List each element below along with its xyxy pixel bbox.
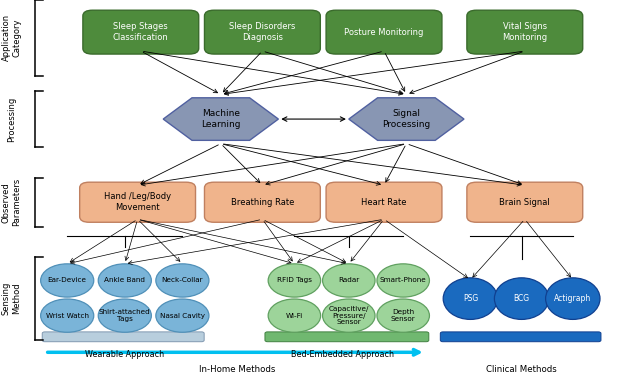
Text: Depth
Sensor: Depth Sensor <box>391 309 415 322</box>
FancyBboxPatch shape <box>83 10 198 54</box>
Text: Wearable Approach: Wearable Approach <box>85 350 164 359</box>
Text: Breathing Rate: Breathing Rate <box>230 198 294 207</box>
Polygon shape <box>349 98 464 140</box>
Ellipse shape <box>545 278 600 319</box>
Ellipse shape <box>443 278 498 319</box>
Text: Capacitive/
Pressure/
Sensor: Capacitive/ Pressure/ Sensor <box>328 306 369 325</box>
Text: Sleep Stages
Classification: Sleep Stages Classification <box>113 22 169 42</box>
Text: Actigraph: Actigraph <box>554 294 591 303</box>
Text: Brain Signal: Brain Signal <box>499 198 550 207</box>
Text: Ear-Device: Ear-Device <box>48 277 86 284</box>
Text: Sensing
Method: Sensing Method <box>2 282 21 315</box>
Text: Sleep Disorders
Diagnosis: Sleep Disorders Diagnosis <box>229 22 296 42</box>
FancyBboxPatch shape <box>467 182 582 222</box>
FancyBboxPatch shape <box>467 10 582 54</box>
Text: Bed-Embedded Approach: Bed-Embedded Approach <box>291 350 394 359</box>
Text: Vital Signs
Monitoring: Vital Signs Monitoring <box>502 22 547 42</box>
Ellipse shape <box>323 264 375 297</box>
Text: Observed
Parameters: Observed Parameters <box>2 178 21 226</box>
Text: Signal
Processing: Signal Processing <box>382 109 431 129</box>
Text: Shirt-attached
Tags: Shirt-attached Tags <box>99 309 150 322</box>
FancyBboxPatch shape <box>204 182 320 222</box>
FancyBboxPatch shape <box>204 10 320 54</box>
Text: In-Home Methods: In-Home Methods <box>198 365 275 374</box>
Ellipse shape <box>156 264 209 297</box>
Ellipse shape <box>156 299 209 332</box>
Ellipse shape <box>268 299 321 332</box>
Text: Hand /Leg/Body
Movement: Hand /Leg/Body Movement <box>104 192 171 212</box>
Text: Clinical Methods: Clinical Methods <box>486 365 557 374</box>
Text: BCG: BCG <box>513 294 530 303</box>
Text: Wi-Fi: Wi-Fi <box>286 313 303 319</box>
Text: Wrist Watch: Wrist Watch <box>45 313 89 319</box>
FancyBboxPatch shape <box>80 182 196 222</box>
Ellipse shape <box>494 278 548 319</box>
FancyBboxPatch shape <box>326 10 442 54</box>
Text: Application
Category: Application Category <box>2 14 21 61</box>
Text: Nasal Cavity: Nasal Cavity <box>160 313 205 319</box>
Ellipse shape <box>99 299 152 332</box>
Text: PSG: PSG <box>463 294 478 303</box>
Text: Processing: Processing <box>7 96 16 142</box>
FancyBboxPatch shape <box>42 332 204 342</box>
Text: RFID Tags: RFID Tags <box>277 277 312 284</box>
Ellipse shape <box>268 264 321 297</box>
Ellipse shape <box>377 299 429 332</box>
Text: Heart Rate: Heart Rate <box>361 198 407 207</box>
Ellipse shape <box>99 264 152 297</box>
FancyBboxPatch shape <box>440 332 601 342</box>
Ellipse shape <box>41 299 94 332</box>
Text: Neck-Collar: Neck-Collar <box>161 277 204 284</box>
Text: Ankle Band: Ankle Band <box>104 277 145 284</box>
Ellipse shape <box>377 264 429 297</box>
Text: Radar: Radar <box>338 277 360 284</box>
Text: Smart-Phone: Smart-Phone <box>380 277 427 284</box>
Polygon shape <box>163 98 278 140</box>
Text: Posture Monitoring: Posture Monitoring <box>344 28 424 37</box>
Ellipse shape <box>41 264 94 297</box>
FancyBboxPatch shape <box>265 332 429 342</box>
FancyBboxPatch shape <box>326 182 442 222</box>
Ellipse shape <box>323 299 375 332</box>
Text: Machine
Learning: Machine Learning <box>201 109 241 129</box>
